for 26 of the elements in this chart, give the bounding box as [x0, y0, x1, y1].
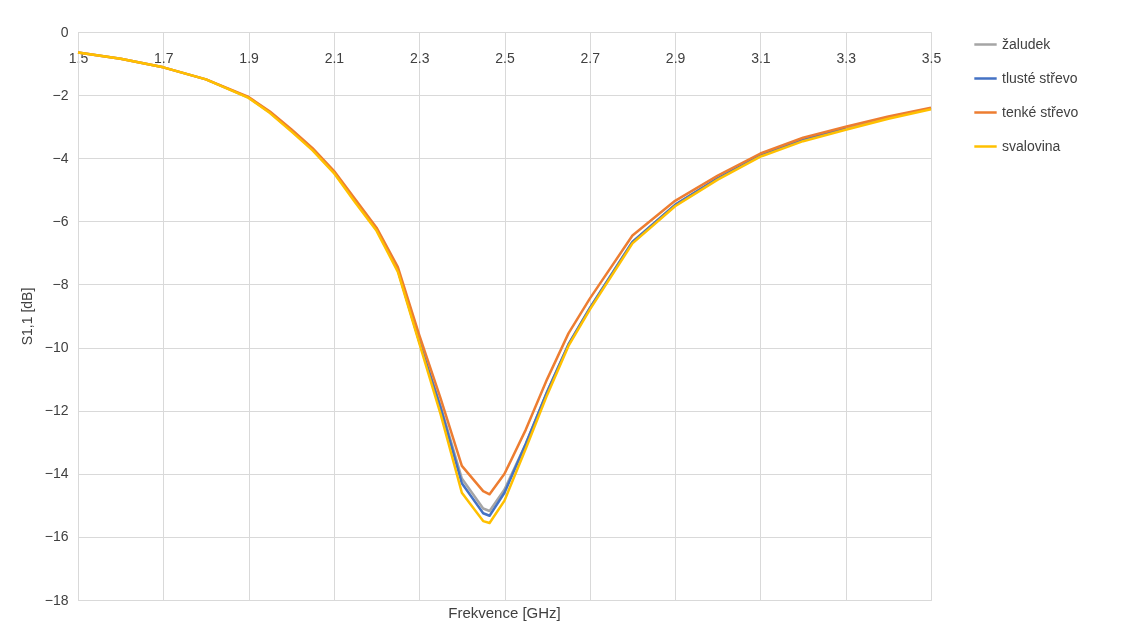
legend-label: svalovina: [1002, 137, 1061, 154]
y-tick-label: −8: [52, 275, 69, 292]
y-tick-label: −2: [52, 86, 69, 103]
x-tick-label: 2.3: [409, 49, 430, 66]
x-tick-label: 1.7: [154, 49, 174, 66]
x-tick-label: 3.1: [751, 49, 771, 66]
x-tick-label: 2.5: [495, 49, 515, 66]
legend-label: žaludek: [1002, 35, 1052, 52]
y-tick-label: −4: [52, 149, 69, 166]
y-tick-label: −14: [44, 465, 69, 482]
y-tick-label: −16: [44, 528, 69, 545]
y-tick-label: −10: [44, 339, 69, 356]
x-tick-label: 2.7: [580, 49, 601, 66]
y-tick-label: −6: [52, 212, 69, 229]
legend-label: tenké střevo: [1002, 103, 1079, 120]
x-tick-label: 2.1: [324, 49, 345, 66]
x-tick-label: 2.9: [665, 49, 686, 66]
x-tick-label: 3.3: [836, 49, 857, 66]
legend-label: tlusté střevo: [1002, 69, 1078, 86]
x-tick-label: 1.9: [239, 49, 260, 66]
x-axis-title: Frekvence [GHz]: [448, 604, 561, 621]
y-tick-label: 0: [60, 23, 69, 40]
y-tick-label: −18: [44, 591, 69, 608]
x-tick-label: 3.5: [921, 49, 942, 66]
y-axis-title: S1,1 [dB]: [18, 287, 35, 346]
y-tick-label: −12: [44, 402, 69, 419]
